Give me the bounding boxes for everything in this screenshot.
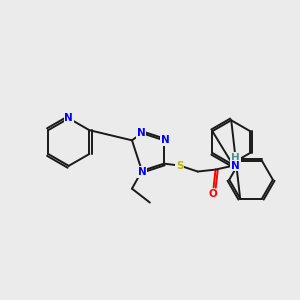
Text: N: N [137,167,146,177]
Text: H: H [231,153,240,163]
Text: N: N [161,135,170,145]
Text: N: N [136,128,145,138]
Text: S: S [176,160,184,171]
Text: N: N [64,113,73,123]
Text: N: N [231,160,240,171]
Text: O: O [208,189,217,199]
